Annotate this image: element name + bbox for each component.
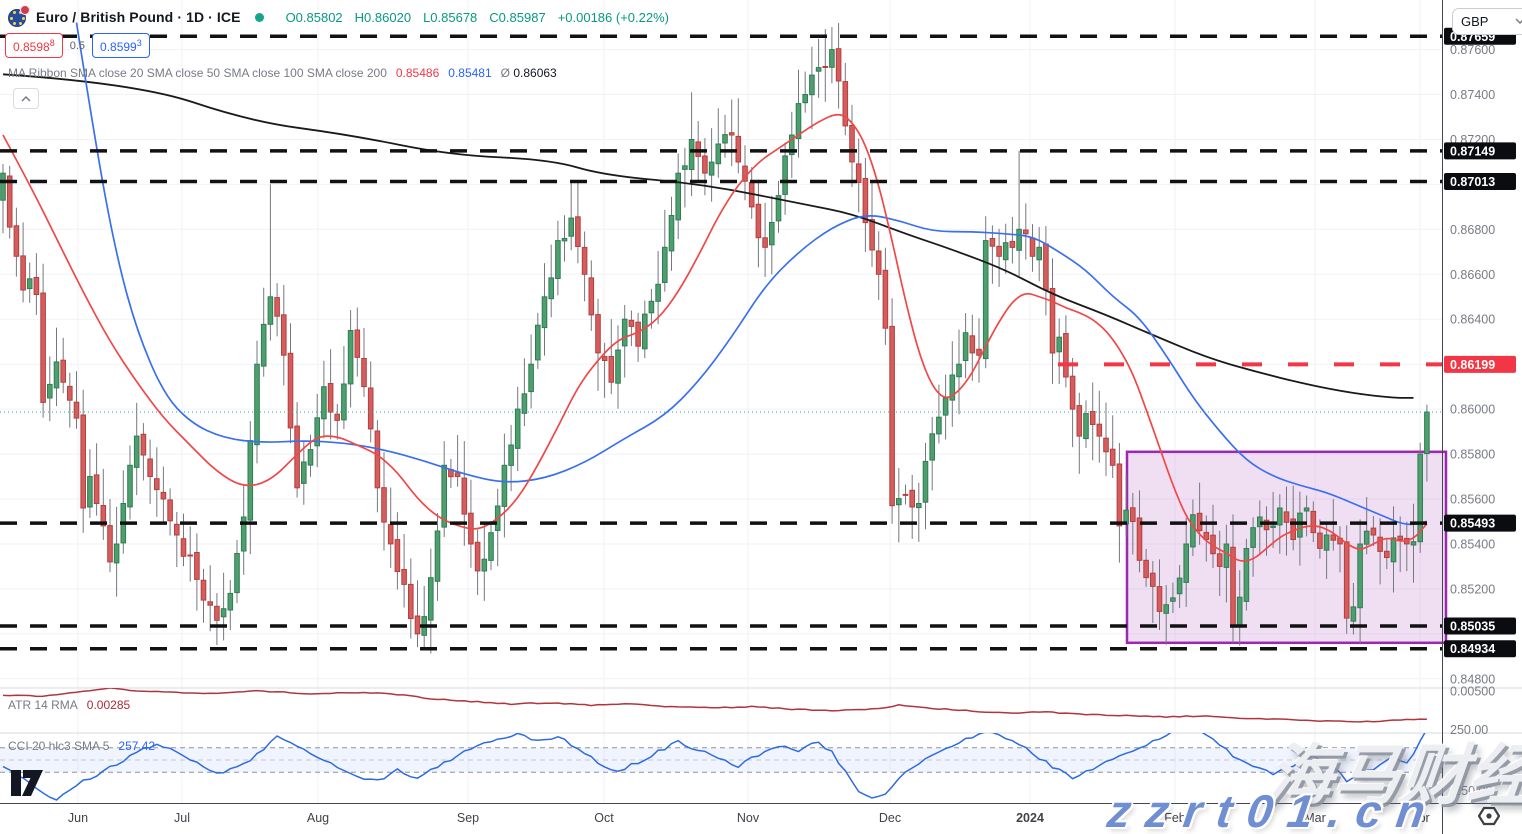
level-label-box[interactable]: [1444, 514, 1516, 532]
ohlc-open: O0.85802: [285, 9, 343, 25]
time-tick-Sep: Sep: [457, 811, 479, 825]
atr-value: 0.00285: [86, 698, 131, 712]
price-tick: 0.85600: [1450, 493, 1495, 507]
cci-tick: -250.00: [1450, 784, 1492, 798]
cci-line: [2, 733, 1426, 801]
cci-pane: [0, 733, 1442, 801]
level-label: 0.87013: [1450, 175, 1495, 189]
level-label-box[interactable]: [1444, 355, 1516, 373]
ohlc-close: C0.85987: [489, 9, 546, 25]
level-label: 0.86199: [1450, 358, 1495, 372]
time-tick-2024: 2024: [1016, 811, 1044, 825]
currency-dropdown[interactable]: GBP: [1452, 8, 1522, 35]
atr-label[interactable]: ATR 14 RMA: [8, 698, 78, 712]
ohlc-change: +0.00186 (+0.22%): [557, 9, 669, 25]
price-tick: 0.84800: [1450, 672, 1495, 686]
atr-legend: ATR 14 RMA 0.00285: [8, 698, 130, 712]
collapse-legend-button[interactable]: [13, 88, 39, 109]
price-tick: 0.85400: [1450, 538, 1495, 552]
ohlc-high: H0.86020: [354, 9, 412, 25]
time-tick-Dec: Dec: [879, 811, 901, 825]
ma-ribbon-label[interactable]: MA Ribbon SMA close 20 SMA close 50 SMA …: [8, 66, 387, 80]
level-label: 0.84934: [1450, 642, 1495, 656]
time-tick-Oct: Oct: [594, 811, 614, 825]
chevron-up-icon: [21, 95, 31, 102]
price-tick: 0.85200: [1450, 582, 1495, 596]
cci-value: 257.42: [118, 739, 156, 753]
time-axis[interactable]: Jun Jul Aug Sep Oct Nov Dec 2024 Feb Mar Apr: [68, 811, 1430, 825]
time-tick-Mar: Mar: [1304, 811, 1326, 825]
ohlc-low: L0.85678: [423, 9, 478, 25]
tradingview-logo-icon: [11, 770, 43, 796]
time-tick-Nov: Nov: [737, 811, 760, 825]
cci-label[interactable]: CCI 20 hlc3 SMA 5: [8, 739, 110, 753]
ma-ribbon-avg-symbol: Ø: [500, 66, 510, 80]
currency-dropdown-value: GBP: [1461, 14, 1489, 29]
level-label-box[interactable]: [1444, 640, 1516, 658]
time-tick-Feb: Feb: [1164, 811, 1186, 825]
price-axis[interactable]: 0.876000.874000.872000.868000.866000.864…: [1444, 27, 1516, 798]
symbol-header: Euro / British Pound · 1D · ICE O0.85802…: [8, 5, 669, 27]
sell-price-button[interactable]: 0.85988: [5, 33, 63, 58]
level-label-box[interactable]: [1444, 173, 1516, 190]
chevron-down-icon: [1515, 18, 1522, 25]
level-label-box[interactable]: [1444, 617, 1516, 635]
price-tick: 0.87600: [1450, 43, 1495, 57]
price-tick: 0.86400: [1450, 313, 1495, 327]
time-tick-Apr: Apr: [1410, 811, 1429, 825]
cci-legend: CCI 20 hlc3 SMA 5 257.42: [8, 739, 155, 753]
time-tick-Jul: Jul: [174, 811, 190, 825]
grid: [0, 0, 1442, 803]
atr-pane: [2, 688, 1427, 723]
sma-200-line: [2, 73, 1414, 399]
symbol-title[interactable]: Euro / British Pound · 1D · ICE: [36, 9, 241, 25]
tradingview-logo[interactable]: [10, 768, 44, 803]
sma-20-line: [2, 113, 1428, 562]
ma-ribbon-value-sma50: 0.85481: [448, 66, 492, 80]
price-tick: 0.85800: [1450, 448, 1495, 462]
sma-50-line: [75, 22, 1428, 526]
price-tick: 0.86000: [1450, 403, 1495, 417]
atr-line: [2, 688, 1427, 723]
price-tick: 0.86800: [1450, 223, 1495, 237]
ohlc-row: O0.85802 H0.86020 L0.85678 C0.85987 +0.0…: [286, 10, 669, 25]
cci-tick: 0.00: [1450, 754, 1474, 768]
level-label: 0.85493: [1450, 517, 1495, 531]
candles: [0, 23, 1430, 654]
level-label: 0.85035: [1450, 620, 1495, 634]
bid-ask-panel: 0.85988 0.5 0.85993: [5, 33, 150, 58]
cci-tick: 250.00: [1450, 723, 1488, 737]
price-tick: 0.86600: [1450, 268, 1495, 282]
ma-ribbon-legend: MA Ribbon SMA close 20 SMA close 50 SMA …: [8, 66, 557, 80]
ma-lines: [2, 22, 1428, 562]
atr-tick: 0.00500: [1450, 685, 1495, 699]
symbol-logo-icon: [8, 5, 30, 27]
market-status-icon: [254, 12, 264, 22]
buy-price-button[interactable]: 0.85993: [92, 33, 150, 58]
level-label-box[interactable]: [1444, 142, 1516, 160]
spread-value: 0.5: [69, 39, 86, 52]
level-label: 0.87149: [1450, 144, 1495, 158]
time-tick-Aug: Aug: [307, 811, 329, 825]
ma-ribbon-value-sma20: 0.85486: [395, 66, 440, 80]
level-lines[interactable]: [0, 34, 1442, 651]
time-tick-Jun: Jun: [68, 811, 88, 825]
price-tick: 0.87400: [1450, 88, 1495, 102]
ma-ribbon-avg-value: 0.86063: [513, 66, 557, 80]
